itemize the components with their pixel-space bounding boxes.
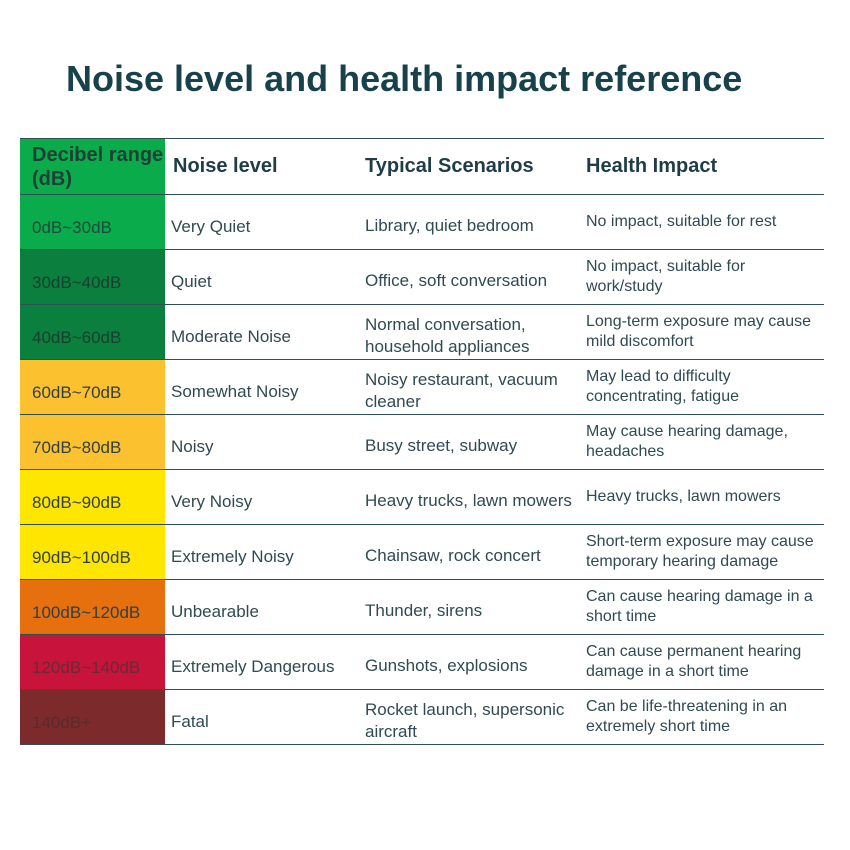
decibel-range-cell: 140dB+ (20, 689, 165, 745)
header-typical-scenarios: Typical Scenarios (357, 138, 577, 195)
noise-level-cell: Somewhat Noisy (165, 359, 357, 415)
health-impact-cell: Can be life-threatening in an extremely … (577, 689, 824, 745)
decibel-range-cell: 70dB~80dB (20, 414, 165, 470)
header-noise-level: Noise level (165, 138, 357, 195)
health-impact-cell: Can cause permanent hearing damage in a … (577, 634, 824, 690)
typical-scenarios-cell: Rocket launch, supersonic aircraft (357, 689, 577, 745)
table-row: 100dB~120dB Unbearable Thunder, sirens Can … (20, 579, 824, 635)
decibel-range-cell: 40dB~60dB (20, 304, 165, 360)
typical-scenarios-cell: Heavy trucks, lawn mowers (357, 469, 577, 525)
table-row: 90dB~100dB Extremely Noisy Chainsaw, rock … (20, 524, 824, 580)
noise-level-cell: Fatal (165, 689, 357, 745)
decibel-range-cell: 120dB~140dB (20, 634, 165, 690)
typical-scenarios-cell: Office, soft conversation (357, 249, 577, 305)
typical-scenarios-cell: Chainsaw, rock concert (357, 524, 577, 580)
typical-scenarios-cell: Thunder, sirens (357, 579, 577, 635)
health-impact-cell: No impact, suitable for rest (577, 194, 824, 250)
noise-level-cell: Very Noisy (165, 469, 357, 525)
table-row: 120dB~140dB Extremely Dangerous Gunshots, … (20, 634, 824, 690)
noise-level-cell: Noisy (165, 414, 357, 470)
decibel-range-cell: 80dB~90dB (20, 469, 165, 525)
health-impact-cell: Short-term exposure may cause temporary … (577, 524, 824, 580)
health-impact-cell: May lead to difficulty concentrating, fa… (577, 359, 824, 415)
typical-scenarios-cell: Normal conversation, household appliance… (357, 304, 577, 360)
noise-level-cell: Unbearable (165, 579, 357, 635)
health-impact-cell: May cause hearing damage, headaches (577, 414, 824, 470)
typical-scenarios-cell: Gunshots, explosions (357, 634, 577, 690)
page-title: Noise level and health impact reference (66, 58, 743, 99)
table-header-row: Decibel range (dB) Noise level Typical S… (20, 138, 824, 195)
decibel-range-cell: 30dB~40dB (20, 249, 165, 305)
noise-level-cell: Extremely Dangerous (165, 634, 357, 690)
typical-scenarios-cell: Library, quiet bedroom (357, 194, 577, 250)
table-row: 40dB~60dB Moderate Noise Normal conversati… (20, 304, 824, 360)
decibel-range-cell: 100dB~120dB (20, 579, 165, 635)
table-row: 60dB~70dB Somewhat Noisy Noisy restaurant,… (20, 359, 824, 415)
decibel-range-cell: 0dB~30dB (20, 194, 165, 250)
table-row: 80dB~90dB Very Noisy Heavy trucks, lawn mo… (20, 469, 824, 525)
noise-level-cell: Very Quiet (165, 194, 357, 250)
noise-reference-table: Decibel range (dB) Noise level Typical S… (20, 138, 824, 745)
health-impact-cell: Long-term exposure may cause mild discom… (577, 304, 824, 360)
typical-scenarios-cell: Noisy restaurant, vacuum cleaner (357, 359, 577, 415)
typical-scenarios-cell: Busy street, subway (357, 414, 577, 470)
table-row: 0dB~30dB Very Quiet Library, quiet bedroom… (20, 194, 824, 250)
decibel-range-cell: 60dB~70dB (20, 359, 165, 415)
decibel-range-cell: 90dB~100dB (20, 524, 165, 580)
noise-level-cell: Moderate Noise (165, 304, 357, 360)
table-row: 70dB~80dB Noisy Busy street, subway May cau… (20, 414, 824, 470)
health-impact-cell: Heavy trucks, lawn mowers (577, 469, 824, 525)
health-impact-cell: No impact, suitable for work/study (577, 249, 824, 305)
header-health-impact: Health Impact (577, 138, 824, 195)
table-row: 30dB~40dB Quiet Office, soft conversation N… (20, 249, 824, 305)
noise-level-cell: Quiet (165, 249, 357, 305)
health-impact-cell: Can cause hearing damage in a short time (577, 579, 824, 635)
table-row: 140dB+ Fatal Rocket launch, supersonic air… (20, 689, 824, 745)
header-decibel-range: Decibel range (dB) (20, 138, 165, 195)
noise-level-cell: Extremely Noisy (165, 524, 357, 580)
